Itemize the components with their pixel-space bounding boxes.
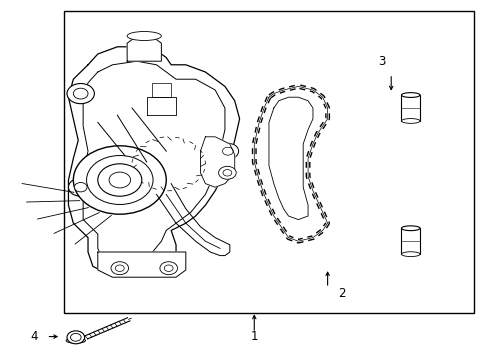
Ellipse shape	[127, 32, 161, 41]
Polygon shape	[200, 137, 234, 187]
Polygon shape	[98, 252, 185, 277]
Circle shape	[70, 333, 81, 341]
Bar	[401, 95, 419, 121]
Circle shape	[218, 166, 236, 179]
Circle shape	[222, 147, 233, 155]
Bar	[63, 11, 473, 313]
Circle shape	[73, 88, 88, 99]
Text: 3: 3	[377, 55, 385, 68]
Circle shape	[74, 183, 87, 192]
Circle shape	[217, 143, 238, 159]
Ellipse shape	[401, 226, 419, 231]
Circle shape	[68, 178, 93, 196]
Ellipse shape	[401, 118, 419, 123]
Polygon shape	[68, 47, 239, 274]
Polygon shape	[83, 61, 224, 263]
Circle shape	[111, 262, 128, 275]
Polygon shape	[254, 86, 327, 241]
Polygon shape	[268, 97, 312, 220]
Circle shape	[73, 146, 166, 214]
Ellipse shape	[401, 93, 419, 98]
Circle shape	[164, 265, 173, 271]
Bar	[401, 228, 419, 254]
Polygon shape	[146, 97, 176, 115]
Text: 1: 1	[250, 330, 258, 343]
Circle shape	[67, 331, 84, 344]
Circle shape	[86, 156, 153, 204]
Circle shape	[160, 262, 177, 275]
Circle shape	[98, 164, 142, 196]
Circle shape	[223, 170, 231, 176]
Ellipse shape	[66, 338, 85, 343]
Text: 4: 4	[30, 330, 38, 343]
Ellipse shape	[401, 252, 419, 257]
Polygon shape	[127, 36, 161, 61]
Text: 2: 2	[338, 287, 346, 300]
Circle shape	[67, 84, 94, 104]
Circle shape	[115, 265, 124, 271]
Polygon shape	[151, 83, 171, 97]
Circle shape	[109, 172, 130, 188]
